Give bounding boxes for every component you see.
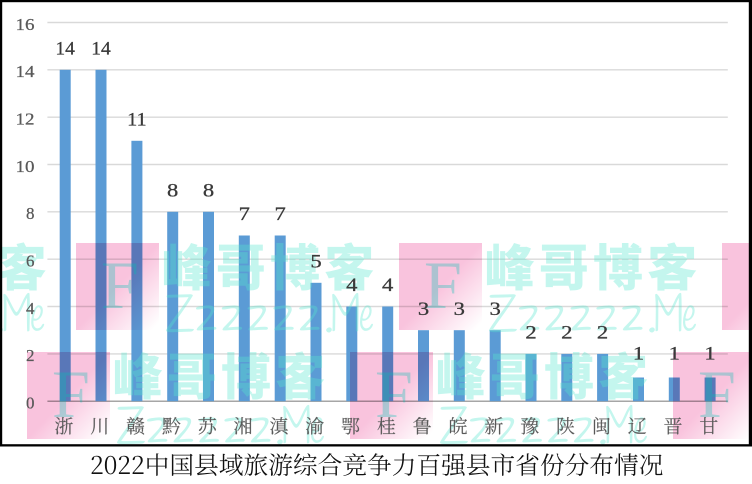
svg-text:2: 2 bbox=[597, 323, 608, 344]
svg-text:14: 14 bbox=[55, 39, 75, 60]
svg-text:10: 10 bbox=[16, 157, 35, 176]
svg-text:8: 8 bbox=[167, 181, 178, 202]
svg-text:1: 1 bbox=[633, 344, 644, 365]
svg-text:11: 11 bbox=[127, 110, 147, 131]
svg-text:3: 3 bbox=[490, 299, 501, 320]
svg-text:8: 8 bbox=[203, 181, 214, 202]
svg-text:7: 7 bbox=[275, 204, 286, 225]
svg-text:2: 2 bbox=[561, 323, 572, 344]
svg-text:8: 8 bbox=[26, 204, 35, 223]
svg-text:F: F bbox=[52, 356, 90, 432]
svg-text:3: 3 bbox=[454, 299, 465, 320]
svg-text:16: 16 bbox=[16, 15, 35, 34]
svg-text:4: 4 bbox=[346, 275, 358, 296]
svg-text:2: 2 bbox=[26, 346, 35, 365]
svg-text:F: F bbox=[698, 356, 736, 432]
svg-text:4: 4 bbox=[382, 275, 394, 296]
svg-text:7: 7 bbox=[239, 204, 250, 225]
svg-text:1: 1 bbox=[704, 344, 715, 365]
svg-text:6: 6 bbox=[26, 252, 35, 271]
svg-text:3: 3 bbox=[418, 299, 429, 320]
svg-text:14: 14 bbox=[91, 39, 111, 60]
svg-text:F: F bbox=[424, 247, 462, 323]
svg-text:2: 2 bbox=[525, 323, 536, 344]
svg-text:0: 0 bbox=[26, 394, 35, 413]
svg-text:1: 1 bbox=[669, 344, 680, 365]
svg-text:F: F bbox=[101, 247, 139, 323]
svg-text:12: 12 bbox=[16, 110, 35, 129]
svg-text:5: 5 bbox=[310, 252, 321, 273]
svg-text:4: 4 bbox=[26, 299, 35, 318]
svg-text:14: 14 bbox=[16, 62, 36, 81]
